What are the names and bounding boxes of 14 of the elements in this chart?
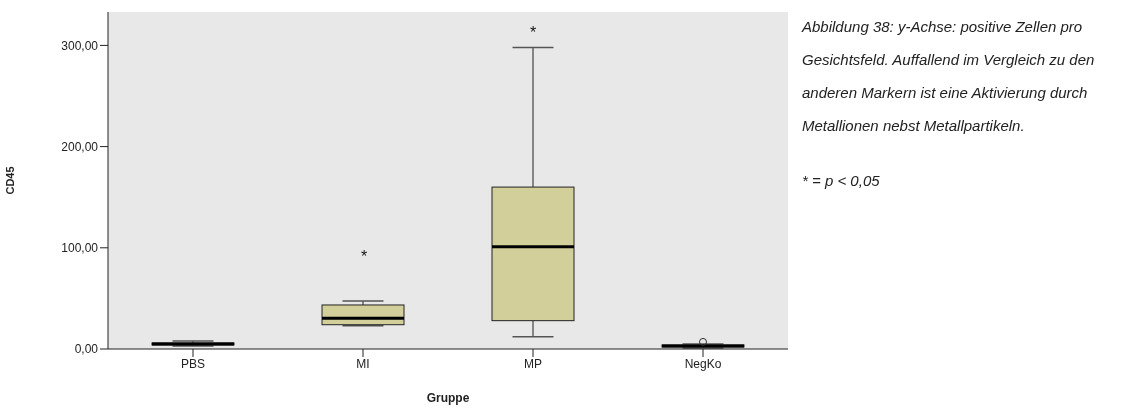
x-axis-title: Gruppe (426, 391, 470, 405)
x-tick-label: NegKo (684, 356, 722, 371)
x-tick-label: MI (356, 356, 370, 371)
y-tick-label: 200,00 (61, 139, 99, 154)
y-tick-label: 100,00 (61, 241, 99, 256)
x-tick-label: PBS (180, 356, 206, 371)
annotation: * (359, 248, 369, 266)
annotation: * (528, 24, 538, 42)
y-axis-title: CD45 (3, 166, 16, 195)
y-tick-label: 0,00 (74, 342, 99, 357)
text: * = p < 0,05 (802, 171, 881, 191)
y-tick-label: 300,00 (61, 38, 99, 53)
text: Abbildung 38: y-Achse: positive Zellen pro Gesichtsfeld. Auffallend im Vergleich zu den anderen Markern ist eine Aktivierung durch Metallionen nebst Metallpartikeln. (802, 17, 1096, 136)
x-tick-label: MP (524, 356, 542, 371)
